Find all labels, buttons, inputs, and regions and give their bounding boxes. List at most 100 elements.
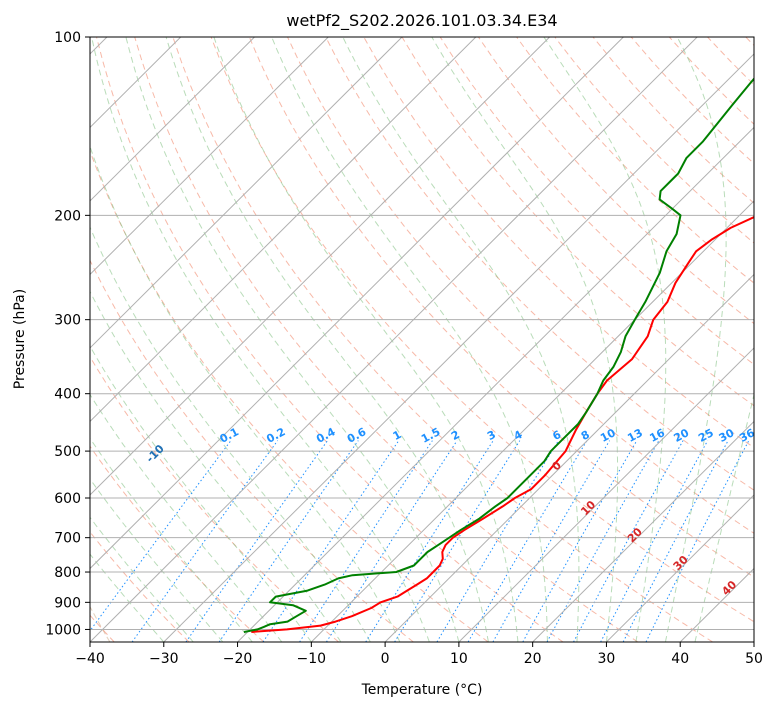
x-tick-label: 20 <box>524 651 542 667</box>
mixing-ratio-label: 10 <box>598 426 618 445</box>
mixing-ratio-line <box>131 440 279 642</box>
x-tick-label: 40 <box>671 651 689 667</box>
chart-title: wetPf2_S202.2026.101.03.34.E34 <box>286 11 557 31</box>
isotherm-line <box>532 420 754 642</box>
moist-adiabat-line <box>90 478 224 642</box>
plot-frame <box>89 36 755 643</box>
dry-adiabat-label: -20 <box>61 410 84 433</box>
moist-adiabat-line <box>90 393 283 642</box>
mixing-ratio-line <box>90 440 232 632</box>
plot-background <box>90 37 754 642</box>
mixing-ratio-line <box>546 440 660 642</box>
y-axis-label: Pressure (hPa) <box>12 289 28 389</box>
x-tick-label: 0 <box>381 651 390 667</box>
moist-adiabat-line <box>342 37 580 642</box>
y-tick-label: 400 <box>54 387 81 403</box>
dry-adiabat-label: -30 <box>0 366 2 389</box>
moist-adiabat-line <box>213 37 519 642</box>
mixing-ratio-label: 36 <box>737 426 757 445</box>
mixing-ratio-line <box>185 440 328 642</box>
dry-adiabat-line <box>210 37 754 623</box>
mixing-ratio-label: 20 <box>672 426 692 445</box>
moist-adiabat-line <box>90 225 371 642</box>
mixing-ratio-label: 16 <box>647 426 667 445</box>
mixing-ratio-line <box>436 440 559 642</box>
x-tick-label: −30 <box>149 651 179 667</box>
isotherm-line <box>237 126 754 642</box>
moist-adiabat-line <box>543 37 667 642</box>
moist-adiabat-line <box>90 290 342 642</box>
mixing-ratio-line <box>522 440 638 642</box>
x-axis-label: Temperature (°C) <box>361 682 483 698</box>
isotherm-line <box>753 641 754 642</box>
isotherm-grid <box>90 37 754 642</box>
mixing-ratio-line <box>573 440 684 642</box>
moist-adiabat-line <box>90 437 253 642</box>
moist-adiabat-line <box>165 37 489 642</box>
isotherm-line <box>90 37 550 496</box>
y-tick-label: 900 <box>54 595 81 611</box>
moist-adiabat-line <box>271 37 548 642</box>
isotherm-line <box>90 37 624 570</box>
moist-adiabat-line <box>694 392 754 642</box>
dry-adiabat-line <box>96 37 564 642</box>
mixing-ratio-line <box>262 440 400 642</box>
moist-adiabat-line <box>91 37 430 642</box>
y-axis-ticks: 100 200 300 400 500 600 700 800 900 1000 <box>45 30 90 638</box>
isotherm-line <box>163 53 754 642</box>
isotherm-line <box>90 37 698 642</box>
moist-adiabat-line <box>125 37 460 642</box>
y-tick-label: 800 <box>54 565 81 581</box>
mixing-ratio-line <box>365 440 494 642</box>
y-tick-label: 500 <box>54 444 81 460</box>
x-tick-label: 30 <box>598 651 616 667</box>
x-tick-label: 10 <box>450 651 468 667</box>
dry-adiabat-line <box>90 445 265 642</box>
moist-adiabat-line <box>665 37 727 642</box>
moist-adiabat-line <box>90 553 165 642</box>
dry-adiabat-line <box>287 37 754 534</box>
y-tick-label: 700 <box>54 531 81 547</box>
isotherm-line <box>90 37 403 349</box>
mixing-ratio-line <box>299 440 433 642</box>
y-tick-label: 1000 <box>45 622 81 638</box>
isotherm-line <box>310 200 754 642</box>
mixing-ratio-line <box>218 440 359 642</box>
moist-adiabat-line <box>431 37 619 642</box>
x-tick-label: −40 <box>75 651 105 667</box>
mixing-ratio-label: 13 <box>625 426 645 445</box>
x-tick-label: 50 <box>745 651 763 667</box>
y-tick-label: 300 <box>54 313 81 329</box>
x-tick-label: −20 <box>223 651 253 667</box>
dry-adiabats <box>90 37 754 642</box>
mixing-ratio-line <box>325 440 458 642</box>
mixing-ratio-line <box>492 440 611 642</box>
isotherm-line <box>90 37 329 276</box>
dewpoint-line <box>243 77 754 633</box>
isobar-grid <box>90 37 754 630</box>
mixing-ratio-label: 30 <box>717 426 737 445</box>
isotherm-line <box>90 37 477 423</box>
moist-adiabats <box>90 37 754 642</box>
y-tick-label: 200 <box>54 208 81 224</box>
dry-adiabat-line <box>516 37 754 284</box>
mixing-ratio-line <box>467 440 588 642</box>
isotherm-line <box>90 37 255 202</box>
dry-adiabat-line <box>172 37 713 642</box>
y-tick-label: 100 <box>54 30 81 46</box>
y-tick-label: 600 <box>54 491 81 507</box>
dry-adiabat-line <box>477 37 754 325</box>
x-tick-label: −10 <box>297 651 327 667</box>
dry-adiabat-line <box>325 37 754 491</box>
dry-adiabat-line <box>90 259 414 642</box>
moist-adiabat-line <box>90 516 194 642</box>
isotherm-line <box>458 347 754 642</box>
x-axis-ticks: −40 −30 −20 −10 0 10 20 30 40 50 <box>75 642 763 667</box>
dry-adiabat-line <box>90 355 339 642</box>
isotherm-line <box>606 494 754 642</box>
dry-adiabat-line <box>248 37 754 578</box>
isotherm-line <box>384 273 754 642</box>
mixing-ratio-label: 25 <box>696 426 716 445</box>
profile-series <box>243 77 754 633</box>
